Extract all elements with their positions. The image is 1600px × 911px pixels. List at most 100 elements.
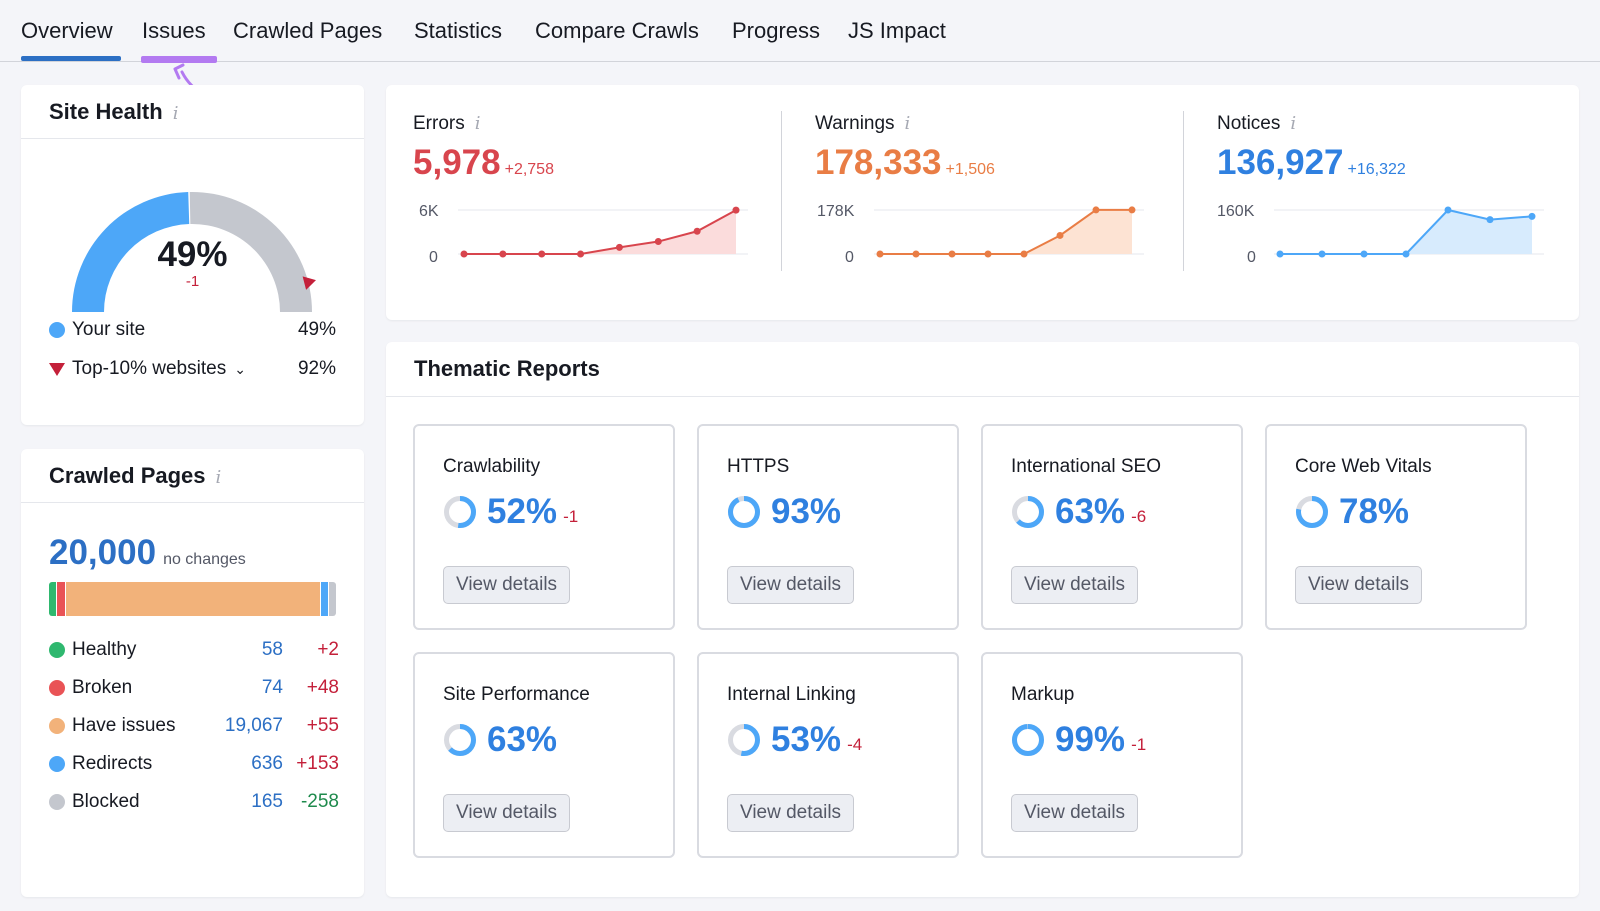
sparkline-point[interactable]: [1056, 231, 1064, 239]
view-details-button[interactable]: View details: [727, 566, 855, 604]
tab-issues[interactable]: Issues: [142, 18, 206, 43]
tab-compare-crawls[interactable]: Compare Crawls: [535, 18, 699, 43]
sparkline-point[interactable]: [654, 238, 662, 246]
row-delta: +2: [317, 639, 339, 660]
notices-label: Notices: [1217, 113, 1281, 134]
crawled-row-have-issues: Have issues 19,067 +55: [49, 715, 339, 737]
site-health-card: Site Health i 49% -1 Your site 49% Top-10…: [21, 85, 364, 425]
highlight-underline: [141, 56, 217, 63]
sparkline-point[interactable]: [577, 250, 585, 258]
sparkline-point[interactable]: [1020, 250, 1028, 258]
errors-delta: +2,758: [504, 161, 554, 178]
sparkline-point[interactable]: [1092, 206, 1100, 214]
info-icon[interactable]: i: [474, 113, 481, 134]
crawled-row-redirects: Redirects 636 +153: [49, 753, 339, 775]
bar-healthy[interactable]: [49, 582, 56, 616]
sparkline-point[interactable]: [1444, 206, 1452, 214]
score-ring-icon: [1296, 496, 1328, 528]
blue-dot-icon: [49, 756, 65, 772]
red-triangle-icon: [49, 362, 65, 376]
score-ring-icon: [1012, 496, 1044, 528]
sparkline-point[interactable]: [1318, 250, 1326, 258]
legend-label: Top-10% websites: [72, 358, 227, 379]
sparkline-point[interactable]: [948, 250, 956, 258]
sparkline-point[interactable]: [1128, 206, 1136, 214]
tile-name: HTTPS: [727, 456, 790, 477]
warnings-sparkline[interactable]: [874, 198, 1144, 268]
sparkline-point[interactable]: [1528, 212, 1536, 220]
sparkline-point[interactable]: [615, 243, 623, 251]
site-health-title: Site Health: [49, 99, 163, 124]
warnings-value[interactable]: 178,333: [815, 143, 942, 182]
view-details-button[interactable]: View details: [443, 566, 571, 604]
thematic-header: Thematic Reports: [386, 342, 1579, 397]
tile-delta: -6: [1131, 507, 1147, 526]
bar-redirects[interactable]: [321, 582, 329, 616]
tab-js-impact[interactable]: JS Impact: [848, 18, 946, 43]
row-count[interactable]: 636: [251, 753, 283, 774]
sparkline-point[interactable]: [1360, 250, 1368, 258]
sparkline-point[interactable]: [1276, 250, 1284, 258]
sparkline-point[interactable]: [499, 250, 507, 258]
thematic-tile-crawlability: Crawlability 52% -1 View details: [413, 424, 675, 630]
score-ring-icon: [728, 496, 760, 528]
legend-top10[interactable]: Top-10% websites ⌄ 92%: [49, 358, 336, 380]
bar-broken[interactable]: [56, 582, 65, 616]
tile-name: Core Web Vitals: [1295, 456, 1432, 477]
chevron-down-icon[interactable]: ⌄: [234, 360, 246, 377]
errors-ymax-label: 6K: [419, 203, 439, 220]
row-count[interactable]: 58: [261, 639, 283, 660]
row-count[interactable]: 165: [251, 791, 283, 812]
tile-delta: -4: [847, 735, 863, 754]
bar-blocked[interactable]: [329, 582, 336, 616]
thematic-reports-card: Thematic Reports Crawlability 52% -1 View d…: [386, 342, 1579, 897]
gray-dot-icon: [49, 794, 65, 810]
sparkline-point[interactable]: [1402, 250, 1410, 258]
tab-progress[interactable]: Progress: [732, 18, 821, 43]
tile-score-row: 63% -6: [1011, 492, 1146, 532]
view-details-button[interactable]: View details: [727, 794, 855, 832]
errors-label: Errors: [413, 113, 465, 134]
tile-delta: -1: [1131, 735, 1147, 754]
errors-sparkline[interactable]: [458, 198, 748, 268]
sparkline-point[interactable]: [984, 250, 992, 258]
sparkline-point[interactable]: [460, 250, 468, 258]
tab-statistics[interactable]: Statistics: [414, 18, 503, 43]
tile-score-row: 99% -1: [1011, 720, 1146, 760]
row-count[interactable]: 19,067: [224, 715, 283, 736]
info-icon[interactable]: i: [172, 103, 179, 124]
sparkline-point[interactable]: [732, 206, 740, 214]
divider: [781, 111, 782, 271]
view-details-button[interactable]: View details: [1295, 566, 1423, 604]
notices-sparkline[interactable]: [1274, 198, 1544, 268]
tab-crawled-pages[interactable]: Crawled Pages: [233, 18, 383, 43]
crawled-pages-header: Crawled Pages i: [21, 449, 364, 503]
notices-ymin-label: 0: [1247, 249, 1256, 266]
sparkline-point[interactable]: [912, 250, 920, 258]
crawled-total-row: 20,000 no changes: [49, 533, 246, 573]
info-icon[interactable]: i: [1290, 113, 1297, 134]
tab-overview[interactable]: Overview: [21, 18, 113, 43]
crawled-total[interactable]: 20,000: [49, 533, 157, 572]
legend-value: 92%: [297, 358, 336, 379]
tile-delta: -1: [563, 507, 579, 526]
notices-value[interactable]: 136,927: [1217, 143, 1344, 182]
row-count[interactable]: 74: [261, 677, 283, 698]
bar-have-issues[interactable]: [65, 582, 321, 616]
view-details-button[interactable]: View details: [443, 794, 571, 832]
errors-value[interactable]: 5,978: [413, 143, 501, 182]
crawled-row-blocked: Blocked 165 -258: [49, 791, 339, 813]
info-icon[interactable]: i: [904, 113, 911, 134]
warnings-label: Warnings: [815, 113, 895, 134]
info-icon[interactable]: i: [215, 467, 222, 488]
top10-marker-icon: [302, 276, 316, 290]
view-details-button[interactable]: View details: [1011, 794, 1139, 832]
sparkline-area: [464, 210, 736, 254]
sparkline-point[interactable]: [693, 227, 701, 235]
sparkline-point[interactable]: [1486, 216, 1494, 224]
gauge-remaining-arc[interactable]: [189, 192, 312, 312]
sparkline-point[interactable]: [876, 250, 884, 258]
gauge-your-site-arc[interactable]: [72, 192, 190, 312]
sparkline-point[interactable]: [538, 250, 546, 258]
view-details-button[interactable]: View details: [1011, 566, 1139, 604]
